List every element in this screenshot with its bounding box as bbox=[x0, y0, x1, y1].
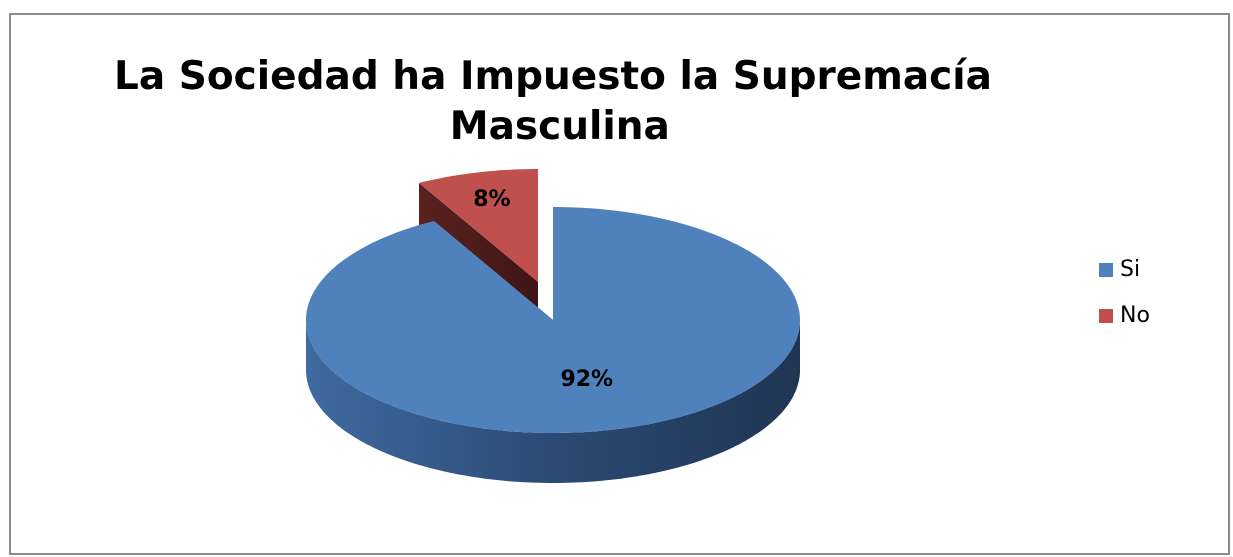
slice bbox=[419, 169, 538, 282]
slice bbox=[306, 207, 800, 433]
legend-swatch bbox=[1099, 309, 1113, 323]
data-label: 92% bbox=[560, 367, 613, 392]
legend-swatch bbox=[1099, 263, 1113, 277]
data-label: 8% bbox=[473, 187, 510, 212]
legend-label: No bbox=[1120, 303, 1150, 328]
legend-label: Si bbox=[1120, 257, 1140, 282]
chart-title: La Sociedad ha Impuesto la Supremacía Ma… bbox=[114, 54, 992, 149]
slice-side bbox=[306, 320, 800, 483]
